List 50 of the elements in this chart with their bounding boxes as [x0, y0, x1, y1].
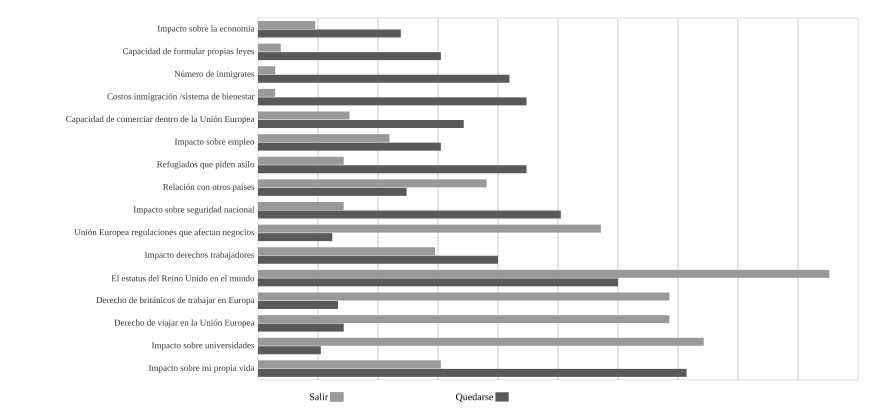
y-tick-label: Impacto sobre seguridad nacional: [134, 206, 254, 214]
y-tick-label: Relación con otros países: [163, 184, 254, 192]
bar: [258, 44, 281, 52]
y-tick-label: Impacto sobre mi propia vida: [148, 364, 254, 373]
bar: [258, 270, 830, 278]
y-tick-label: Número de inmigrates: [174, 70, 254, 79]
bar: [258, 52, 441, 60]
y-tick-label: Derecho de viajar en la Unión Europea: [114, 319, 254, 328]
bar: [258, 368, 687, 377]
legend-label: Salir: [310, 393, 328, 400]
bar: [258, 97, 527, 106]
y-tick-label: Impacto sobre empleo: [174, 138, 254, 147]
bar: [258, 278, 618, 286]
bar: [258, 224, 601, 233]
bar: [258, 338, 704, 346]
bar: [258, 324, 344, 332]
bar: [258, 30, 401, 38]
bar: [258, 134, 390, 142]
bar: [258, 112, 350, 120]
bar: [258, 315, 670, 324]
bar: [258, 247, 436, 256]
bar: [258, 74, 510, 83]
bar: [258, 256, 498, 264]
bar: [258, 179, 487, 188]
bar: [258, 165, 527, 174]
bar: [258, 66, 276, 74]
bar: [258, 21, 316, 30]
y-tick-label: Unión Europea regulaciones que afectan negocios: [74, 228, 254, 238]
y-tick-label: Refugiados que piden asilo: [157, 160, 254, 170]
bar: [258, 210, 561, 219]
y-tick-label: Impacto sobre la economía: [158, 25, 254, 34]
y-tick-label: Capacidad de formular propias leyes: [122, 48, 254, 56]
bar: [258, 233, 332, 242]
y-tick-label: Costos inmigración /sistema de bienestar: [107, 93, 254, 102]
bar: [258, 301, 338, 310]
y-tick-label: El estatus del Reino Unido en el mundo: [112, 275, 254, 282]
bar: [258, 346, 321, 354]
bar: [258, 142, 441, 151]
bar: [258, 88, 276, 97]
y-tick-label: Impacto derechos trabajadores: [144, 251, 254, 260]
y-tick-label: Impacto sobre universidades: [152, 342, 254, 350]
y-tick-label: Capacidad de comerciar dentro de la Unión Europea: [66, 116, 254, 124]
bar: [258, 360, 441, 368]
bar: [258, 120, 464, 128]
bar: [258, 188, 407, 196]
bar: [258, 202, 344, 210]
legend-label: Quedarse: [456, 393, 493, 402]
y-tick-label: Derecho de británicos de trabajar en Europa: [96, 296, 254, 305]
bar: [258, 292, 670, 301]
bar: [258, 156, 344, 165]
